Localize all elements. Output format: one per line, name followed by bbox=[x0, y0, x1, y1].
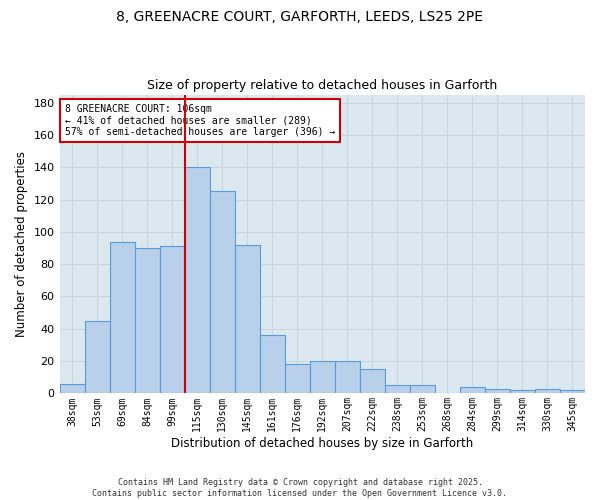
Bar bbox=[385, 386, 410, 394]
Bar bbox=[360, 369, 385, 394]
Bar bbox=[485, 388, 510, 394]
Bar bbox=[260, 336, 285, 394]
Bar bbox=[310, 361, 335, 394]
Bar bbox=[285, 364, 310, 394]
Bar bbox=[460, 387, 485, 394]
Bar bbox=[535, 388, 560, 394]
Bar bbox=[85, 320, 110, 394]
Text: 8, GREENACRE COURT, GARFORTH, LEEDS, LS25 2PE: 8, GREENACRE COURT, GARFORTH, LEEDS, LS2… bbox=[116, 10, 484, 24]
X-axis label: Distribution of detached houses by size in Garforth: Distribution of detached houses by size … bbox=[171, 437, 473, 450]
Text: Contains HM Land Registry data © Crown copyright and database right 2025.
Contai: Contains HM Land Registry data © Crown c… bbox=[92, 478, 508, 498]
Y-axis label: Number of detached properties: Number of detached properties bbox=[15, 151, 28, 337]
Bar bbox=[160, 246, 185, 394]
Bar bbox=[560, 390, 585, 394]
Bar bbox=[110, 242, 134, 394]
Text: 8 GREENACRE COURT: 106sqm
← 41% of detached houses are smaller (289)
57% of semi: 8 GREENACRE COURT: 106sqm ← 41% of detac… bbox=[65, 104, 335, 136]
Bar bbox=[335, 361, 360, 394]
Bar bbox=[510, 390, 535, 394]
Title: Size of property relative to detached houses in Garforth: Size of property relative to detached ho… bbox=[147, 79, 497, 92]
Bar bbox=[134, 248, 160, 394]
Bar bbox=[235, 245, 260, 394]
Bar bbox=[185, 168, 209, 394]
Bar bbox=[410, 386, 435, 394]
Bar bbox=[209, 192, 235, 394]
Bar bbox=[59, 384, 85, 394]
